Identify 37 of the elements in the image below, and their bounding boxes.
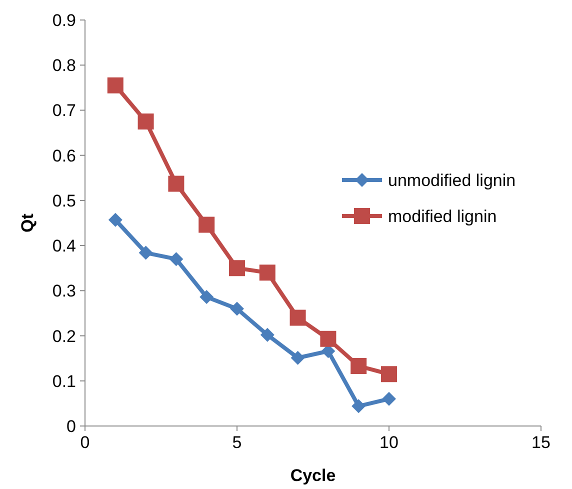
y-tick-label: 0.4 — [52, 236, 76, 256]
point — [138, 246, 153, 260]
x-tick-label: 0 — [80, 433, 90, 452]
y-tick-label: 0 — [66, 417, 76, 436]
y-tick-label: 0.8 — [52, 56, 76, 76]
point — [107, 77, 124, 94]
y-tick-label: 0.9 — [52, 11, 76, 30]
y-tick-label: 0.6 — [52, 146, 76, 166]
x-axis-title: Cycle — [290, 466, 336, 485]
y-axis-title: Qt — [18, 213, 37, 232]
legend-label: unmodified lignin — [388, 171, 516, 190]
point — [198, 216, 215, 233]
point — [168, 176, 184, 192]
point — [169, 252, 184, 266]
point — [138, 114, 154, 130]
point — [320, 330, 336, 347]
y-tick-label: 0.7 — [52, 101, 76, 120]
point — [108, 212, 122, 227]
point — [290, 310, 306, 326]
point — [350, 358, 367, 374]
point — [230, 302, 244, 316]
point — [260, 328, 274, 342]
x-tick-label: 15 — [532, 433, 550, 452]
point — [229, 260, 245, 276]
legend-label: modified lignin — [388, 207, 497, 226]
point — [290, 350, 305, 365]
x-tick-label: 5 — [232, 433, 242, 452]
y-tick-label: 0.2 — [52, 326, 76, 346]
point — [381, 366, 397, 382]
point — [382, 392, 396, 406]
y-tick-label: 0.3 — [52, 282, 76, 301]
y-tick-label: 0.5 — [52, 191, 76, 210]
point — [200, 290, 214, 304]
x-tick-label: 10 — [380, 433, 398, 452]
point — [352, 399, 366, 414]
y-tick-label: 0.1 — [52, 372, 76, 391]
point — [259, 264, 276, 281]
